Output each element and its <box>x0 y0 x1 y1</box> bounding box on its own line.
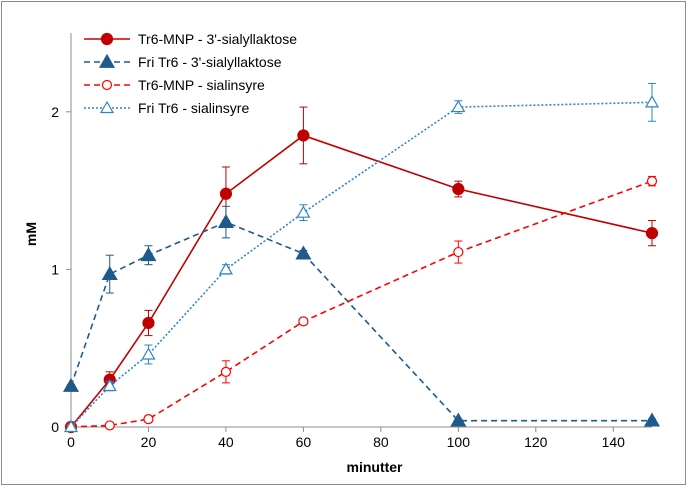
data-point <box>141 347 156 360</box>
legend-label: Tr6-MNP - 3'-sialyllaktose <box>138 31 297 47</box>
series-line <box>70 101 653 428</box>
data-point <box>643 412 661 427</box>
y-tick-label: 1 <box>51 261 59 277</box>
legend-label: Fri Tr6 - 3'-sialyllaktose <box>138 54 282 70</box>
data-point <box>452 182 465 196</box>
legend-entry: Fri Tr6 - sialinsyre <box>84 100 249 116</box>
series-layer <box>62 82 661 434</box>
legend-entry: Tr6-MNP - 3'-sialyllaktose <box>84 31 297 47</box>
data-point <box>143 414 154 425</box>
series-2 <box>62 205 661 427</box>
data-point <box>453 246 464 258</box>
y-tick-label: 2 <box>51 104 59 120</box>
x-tick-label: 120 <box>524 434 548 450</box>
data-point <box>142 316 155 330</box>
legend-label: Tr6-MNP - sialinsyre <box>138 77 265 93</box>
series-line <box>70 180 653 428</box>
series-1 <box>64 106 659 434</box>
legend: Tr6-MNP - 3'-sialyllaktose Fri Tr6 - 3'-s… <box>84 31 297 116</box>
data-point <box>298 316 309 327</box>
data-point <box>220 366 232 377</box>
data-point <box>645 227 659 240</box>
data-point <box>219 187 233 200</box>
series-line <box>70 221 652 422</box>
series-line <box>70 134 653 428</box>
legend-marker <box>99 100 115 114</box>
data-point <box>297 129 310 142</box>
data-point <box>644 95 660 108</box>
data-point <box>102 378 117 392</box>
data-point <box>63 419 79 433</box>
data-point <box>295 245 312 260</box>
axes: 0 20 40 60 80 100 120 140 0 1 2 <box>51 33 652 450</box>
data-point <box>646 176 658 187</box>
legend-marker <box>100 32 114 46</box>
x-axis-title: minutter <box>347 459 404 475</box>
data-point <box>218 262 233 275</box>
x-tick-label: 0 <box>67 434 75 450</box>
series-4 <box>63 82 660 433</box>
legend-entry: Tr6-MNP - sialinsyre <box>84 77 265 93</box>
data-point <box>104 420 115 431</box>
legend-marker <box>98 53 116 68</box>
y-axis-title: mM <box>23 222 39 246</box>
x-tick-label: 140 <box>602 434 626 450</box>
data-point <box>451 99 466 113</box>
data-point <box>296 205 311 218</box>
legend-label: Fri Tr6 - sialinsyre <box>138 100 249 116</box>
x-tick-label: 20 <box>141 434 157 450</box>
y-tick-label: 0 <box>51 419 59 435</box>
legend-marker <box>101 79 113 91</box>
legend-entry: Fri Tr6 - 3'-sialyllaktose <box>84 53 282 70</box>
x-tick-label: 100 <box>447 434 471 450</box>
data-point <box>62 377 80 392</box>
x-tick-label: 60 <box>296 434 312 450</box>
x-tick-label: 80 <box>373 434 389 450</box>
data-point <box>140 247 157 262</box>
x-tick-label: 40 <box>218 434 234 450</box>
data-point <box>101 265 118 280</box>
data-point <box>450 412 467 427</box>
data-point <box>217 213 234 228</box>
